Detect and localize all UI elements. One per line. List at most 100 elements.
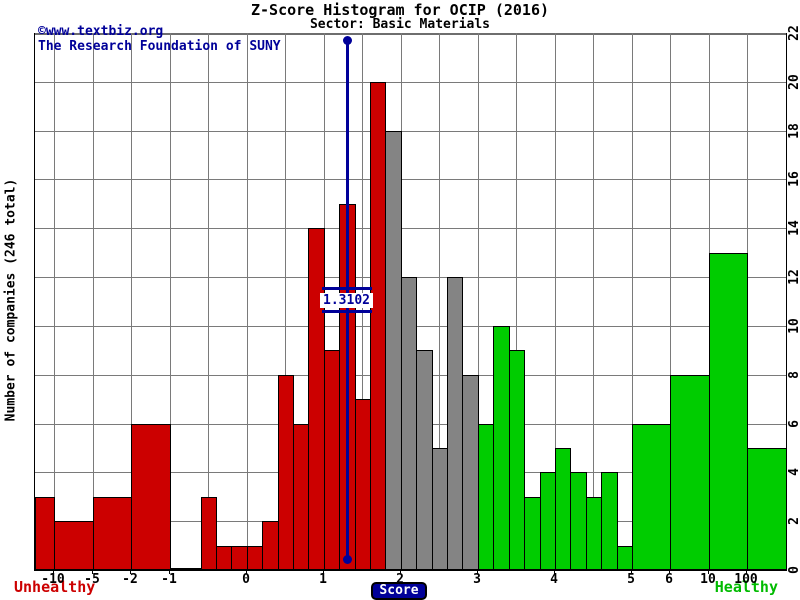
x-tick--5 bbox=[92, 570, 93, 574]
v-gridline bbox=[439, 33, 440, 570]
bar-4to4.2 bbox=[555, 448, 571, 570]
v-gridline bbox=[670, 33, 671, 570]
plot-area bbox=[34, 33, 787, 571]
y-tick-label-18: 18 bbox=[787, 123, 800, 139]
x-tick-label--2: -2 bbox=[122, 572, 138, 587]
healthy-zone-label: Healthy bbox=[714, 578, 778, 596]
bar-4.6to4.8 bbox=[601, 472, 618, 570]
watermark-foundation: The Research Foundation of SUNY bbox=[38, 39, 281, 54]
v-gridline bbox=[516, 33, 517, 570]
y-tick-label-12: 12 bbox=[787, 269, 800, 285]
x-tick--2 bbox=[130, 570, 131, 574]
h-gridline-22 bbox=[35, 33, 786, 35]
x-tick-label-3: 3 bbox=[473, 572, 481, 587]
v-gridline bbox=[131, 33, 132, 570]
bar-0.2to0.4 bbox=[262, 521, 279, 570]
x-tick-label-1: 1 bbox=[319, 572, 327, 587]
bar-5to6 bbox=[632, 424, 671, 570]
y-tick-label-8: 8 bbox=[787, 360, 800, 390]
y-tick-label-22: 22 bbox=[787, 25, 800, 41]
bar-1.4to1.6 bbox=[355, 399, 371, 570]
bar-4.4to4.6 bbox=[586, 497, 602, 570]
x-tick-label-100: 100 bbox=[734, 572, 758, 587]
bar--1to-0.8 bbox=[170, 568, 186, 570]
bar-0to0.2 bbox=[247, 546, 263, 570]
bar-2to2.2 bbox=[401, 277, 417, 570]
chart-subtitle: Sector: Basic Materials bbox=[309, 17, 490, 32]
bar-1to1.2 bbox=[324, 350, 340, 570]
bar-4.8to5 bbox=[617, 546, 633, 570]
v-gridline bbox=[208, 33, 209, 570]
x-tick-label-10: 10 bbox=[700, 572, 716, 587]
x-tick-4 bbox=[554, 570, 555, 574]
bar-10to100 bbox=[709, 253, 748, 570]
y-tick-label-6: 6 bbox=[787, 409, 800, 439]
bar-2.6to2.8 bbox=[447, 277, 463, 570]
x-tick-label-4: 4 bbox=[550, 572, 558, 587]
bar-6to10 bbox=[670, 375, 710, 570]
zscore-marker-crossbar-top bbox=[322, 287, 372, 290]
watermark: ©www.textbiz.org The Research Foundation… bbox=[38, 24, 281, 54]
x-tick-label--1: -1 bbox=[161, 572, 177, 587]
bar-3.8to4 bbox=[540, 472, 556, 570]
v-gridline bbox=[632, 33, 633, 570]
h-gridline-14 bbox=[35, 228, 786, 229]
bar--0.6to-0.4 bbox=[201, 497, 217, 570]
bar-3.6to3.8 bbox=[524, 497, 541, 570]
bar-1.8to2 bbox=[385, 131, 402, 570]
bar-1.6to1.8 bbox=[370, 82, 386, 570]
x-tick--10 bbox=[53, 570, 54, 574]
y-tick-label-16: 16 bbox=[787, 171, 800, 187]
x-tick-label--10: -10 bbox=[41, 572, 65, 587]
unhealthy-zone-label: Unhealthy bbox=[14, 578, 96, 596]
bar-0.4to0.6 bbox=[278, 375, 294, 570]
y-tick-label-2: 2 bbox=[787, 506, 800, 536]
bar-4.2to4.4 bbox=[570, 472, 587, 570]
score-axis-badge: Score bbox=[371, 582, 427, 600]
x-tick-5 bbox=[631, 570, 632, 574]
x-tick-label--5: -5 bbox=[84, 572, 100, 587]
v-gridline bbox=[93, 33, 94, 570]
bar-<-10 bbox=[35, 497, 55, 570]
bar->100 bbox=[747, 448, 787, 570]
v-gridline bbox=[247, 33, 248, 570]
bar-0.6to0.8 bbox=[293, 424, 309, 570]
bar--2to-1 bbox=[131, 424, 171, 570]
zscore-marker-dot-top bbox=[343, 36, 352, 45]
v-gridline bbox=[478, 33, 479, 570]
v-gridline bbox=[170, 33, 171, 570]
bar-0.8to1 bbox=[308, 228, 325, 570]
x-tick-3 bbox=[477, 570, 478, 574]
y-tick-label-14: 14 bbox=[787, 220, 800, 236]
v-gridline bbox=[54, 33, 55, 570]
h-gridline-16 bbox=[35, 179, 786, 180]
bar--0.2to0 bbox=[231, 546, 248, 570]
v-gridline bbox=[593, 33, 594, 570]
v-gridline bbox=[285, 33, 286, 570]
x-tick-0 bbox=[246, 570, 247, 574]
bar--10to-5 bbox=[54, 521, 94, 570]
x-tick-label-0: 0 bbox=[242, 572, 250, 587]
x-tick--1 bbox=[169, 570, 170, 574]
x-tick-1 bbox=[323, 570, 324, 574]
bar--5to-2 bbox=[93, 497, 132, 570]
x-tick-2 bbox=[400, 570, 401, 574]
chart-title: Z-Score Histogram for OCIP (2016) bbox=[250, 1, 549, 19]
bar-2.2to2.4 bbox=[416, 350, 433, 570]
zscore-marker-value: 1.3102 bbox=[320, 293, 373, 308]
y-tick-label-20: 20 bbox=[787, 74, 800, 90]
v-gridline bbox=[555, 33, 556, 570]
x-tick-100 bbox=[746, 570, 747, 574]
watermark-site: ©www.textbiz.org bbox=[38, 24, 164, 39]
x-tick-label-2: 2 bbox=[396, 572, 404, 587]
zscore-marker-dot-bottom bbox=[343, 555, 352, 564]
bar-3.4to3.6 bbox=[509, 350, 525, 570]
h-gridline-20 bbox=[35, 82, 786, 83]
y-axis-label: Number of companies (246 total) bbox=[3, 178, 19, 422]
h-gridline-18 bbox=[35, 131, 786, 132]
x-tick-10 bbox=[708, 570, 709, 574]
bar-3.2to3.4 bbox=[493, 326, 510, 570]
bar--0.4to-0.2 bbox=[216, 546, 232, 570]
x-tick-label-6: 6 bbox=[665, 572, 673, 587]
